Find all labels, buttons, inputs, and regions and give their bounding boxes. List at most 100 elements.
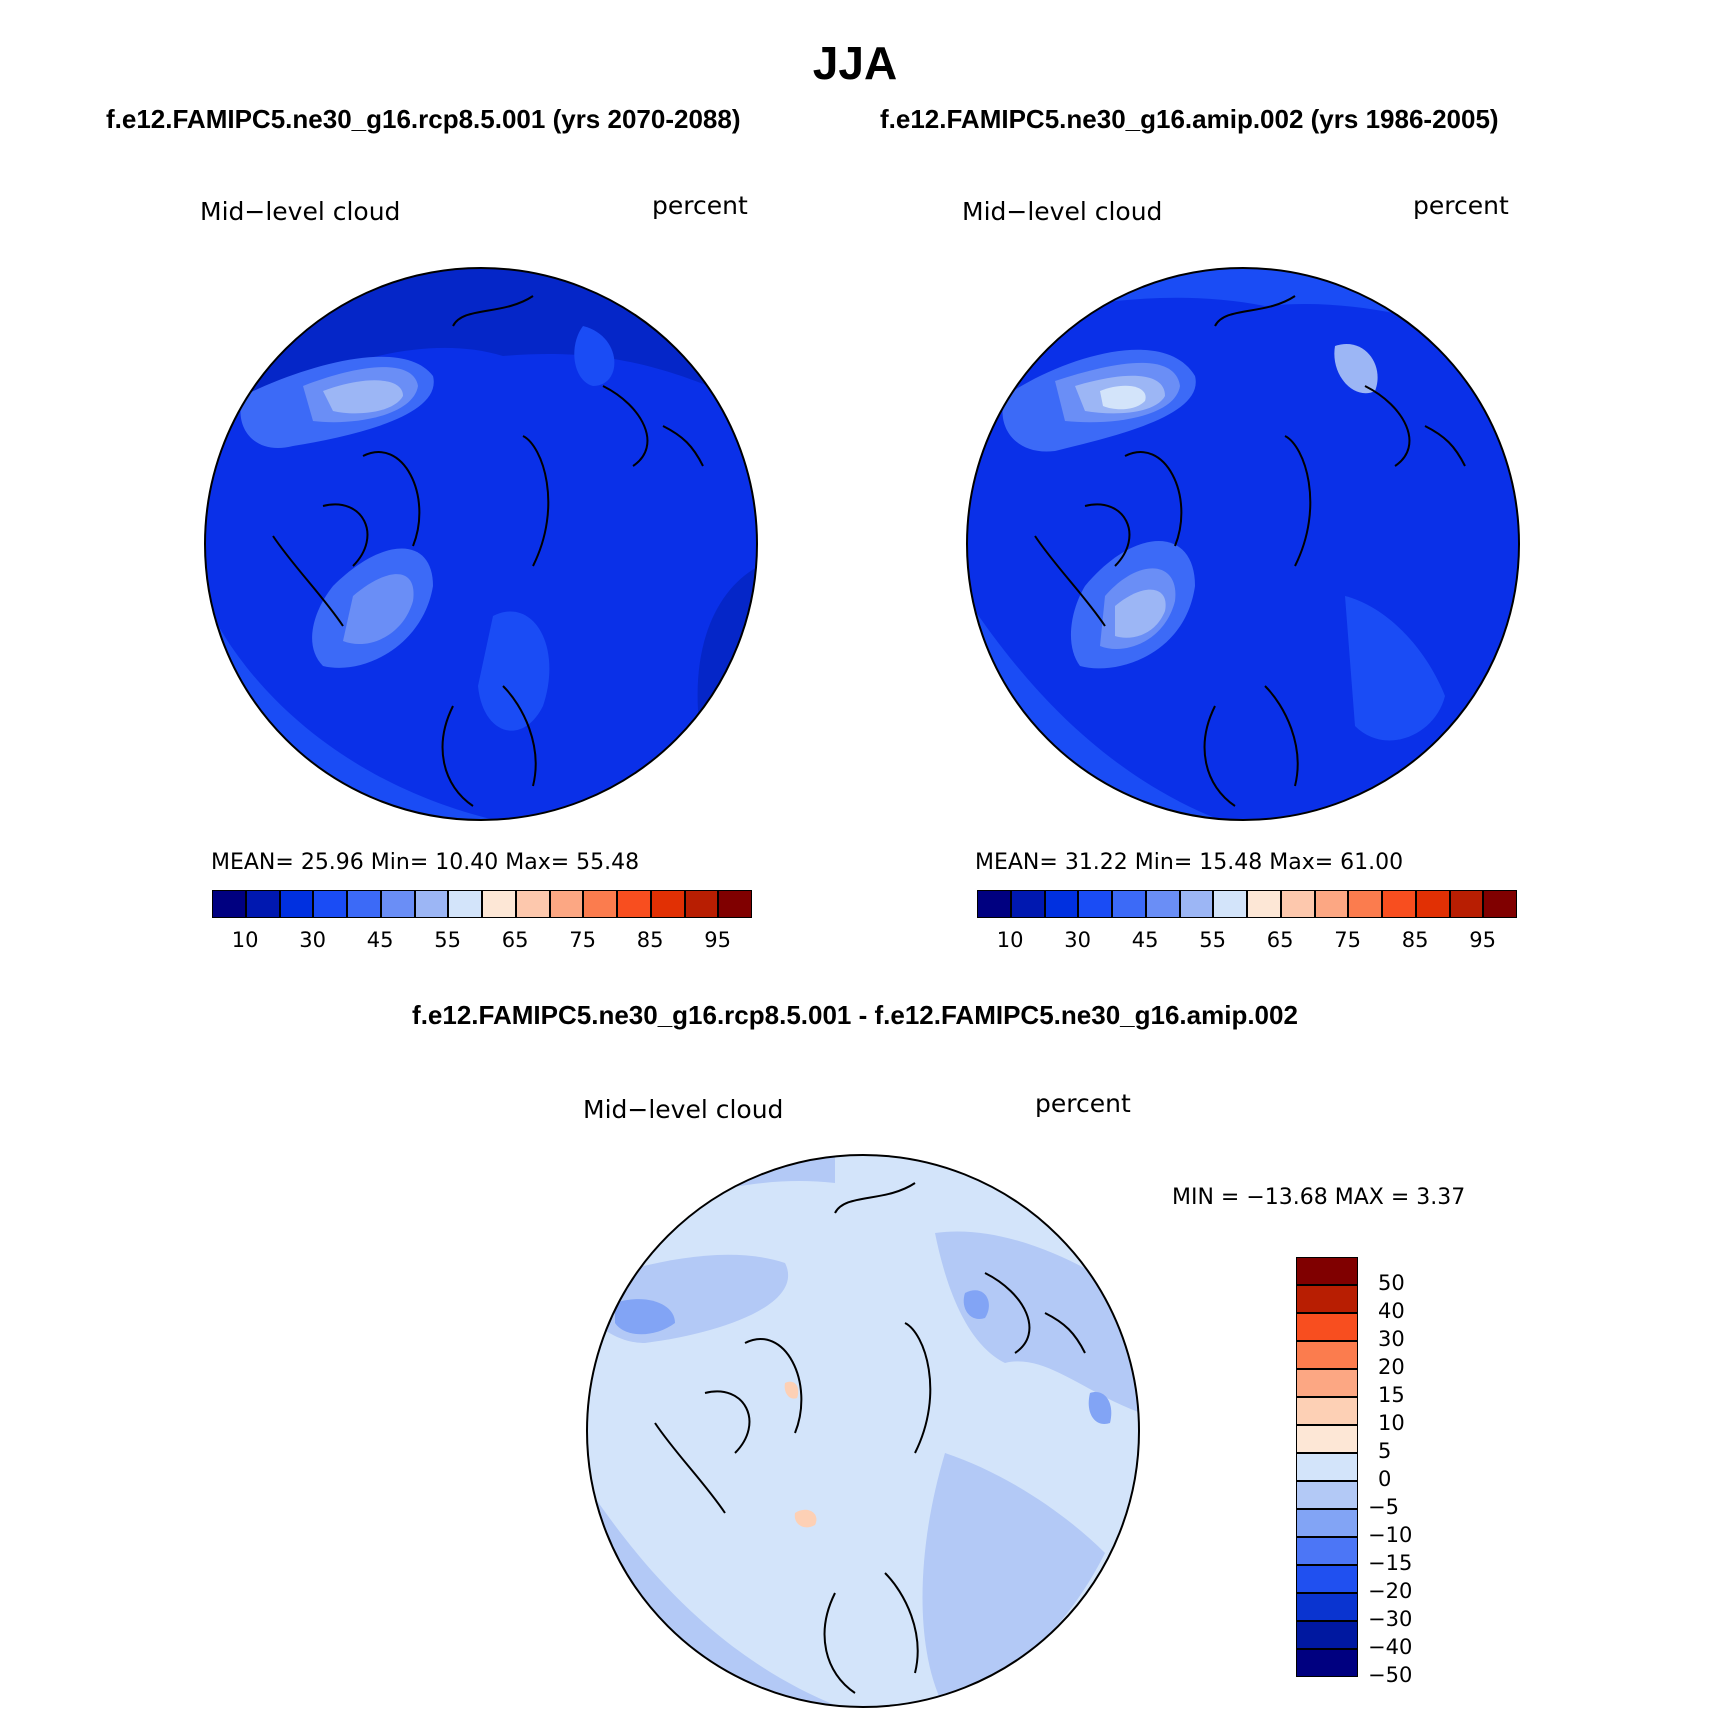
colorbar-swatch — [347, 890, 381, 918]
difference-colorbar — [1296, 1257, 1358, 1677]
colorbar-swatch — [1296, 1397, 1358, 1425]
colorbar-tick-label: −10 — [1368, 1523, 1413, 1547]
diff-decrease-region — [935, 1231, 1139, 1413]
colorbar-tick-label: −15 — [1368, 1551, 1413, 1575]
colorbar-tick-label: 75 — [1334, 928, 1361, 952]
colorbar-tick-label: 95 — [1469, 928, 1496, 952]
panel2-map-border — [966, 267, 1520, 821]
colorbar-swatch — [1296, 1649, 1358, 1677]
colorbar-swatch — [977, 890, 1011, 918]
colorbar-swatch — [1296, 1481, 1358, 1509]
panel2-cloud-region-alaska-max — [1100, 385, 1146, 410]
panel2-mid-cloud-region — [1345, 596, 1445, 741]
panel1-polar-map — [204, 267, 758, 821]
colorbar-swatch — [1145, 890, 1180, 918]
subtitle-left: f.e12.FAMIPC5.ne30_g16.rcp8.5.001 (yrs 2… — [106, 104, 741, 134]
diff-units: percent — [1035, 1089, 1131, 1118]
colorbar-tick-label: 55 — [434, 928, 461, 952]
colorbar-tick-label: −50 — [1368, 1663, 1413, 1687]
panel2-variable: Mid−level cloud — [962, 197, 1163, 226]
diff-stats: MIN = −13.68 MAX = 3.37 — [1172, 1185, 1466, 1210]
colorbar-swatch — [1044, 890, 1079, 918]
colorbar-tick-label: 5 — [1378, 1439, 1392, 1463]
colorbar-swatch — [515, 890, 550, 918]
colorbar-tick-label: 95 — [704, 928, 731, 952]
colorbar-tick-label: −40 — [1368, 1635, 1413, 1659]
colorbar-tick-label: −30 — [1368, 1607, 1413, 1631]
colorbar-swatch — [1415, 890, 1450, 918]
panel1-variable: Mid−level cloud — [200, 197, 401, 226]
colorbar-tick-label: 85 — [1401, 928, 1429, 952]
panel1-cloud-region-scandinavia — [478, 611, 550, 731]
diff-variable: Mid−level cloud — [583, 1095, 784, 1124]
diff-decrease-region — [922, 1453, 1105, 1707]
colorbar-swatch — [1296, 1593, 1358, 1621]
colorbar-swatch — [1449, 890, 1484, 918]
colorbar-tick-label: 15 — [1378, 1383, 1405, 1407]
colorbar-swatch — [1112, 890, 1146, 918]
diff-increase-region — [794, 1509, 817, 1528]
diff-strong-decrease-region — [1088, 1392, 1112, 1424]
colorbar-swatch — [1296, 1257, 1358, 1285]
colorbar-swatch — [1296, 1509, 1358, 1537]
panel2-coastlines — [1034, 295, 1466, 807]
colorbar-tick-label: 10 — [1378, 1411, 1405, 1435]
colorbar-swatch — [1179, 890, 1214, 918]
panel1-map-border — [204, 267, 758, 821]
colorbar-swatch — [1314, 890, 1349, 918]
colorbar-tick-label: 10 — [231, 928, 259, 952]
colorbar-tick-label: 30 — [1378, 1327, 1405, 1351]
colorbar-swatch — [380, 890, 415, 918]
colorbar-tick-label: 85 — [636, 928, 664, 952]
colorbar-swatch — [650, 890, 685, 918]
colorbar-tick-label: 45 — [1131, 928, 1159, 952]
colorbar-swatch — [245, 890, 280, 918]
difference-polar-map — [586, 1154, 1140, 1708]
colorbar-swatch — [482, 890, 516, 918]
panel1-cloud-region-siberia — [574, 326, 615, 386]
colorbar-tick-label: 20 — [1378, 1355, 1405, 1379]
panel2-cloud-region-siberia — [1334, 344, 1378, 394]
colorbar-swatch — [1348, 890, 1382, 918]
colorbar-swatch — [1296, 1453, 1358, 1481]
colorbar-tick-label: −5 — [1368, 1495, 1399, 1519]
panel2-units: percent — [1413, 191, 1509, 220]
colorbar-swatch — [1296, 1313, 1358, 1341]
colorbar-swatch — [1296, 1341, 1358, 1369]
colorbar-swatch — [212, 890, 246, 918]
panel1-coastlines — [272, 295, 704, 807]
panel2-colorbar-ticks: 10 30 45 55 65 75 85 95 — [977, 928, 1517, 958]
colorbar-tick-label: 30 — [299, 928, 326, 952]
colorbar-swatch — [448, 890, 482, 918]
diff-increase-region — [784, 1381, 799, 1399]
colorbar-tick-label: 0 — [1378, 1467, 1392, 1491]
colorbar-swatch — [1078, 890, 1112, 918]
panel2-cloud-region-canada-max — [1115, 589, 1166, 638]
panel1-cloud-region-canada-core — [343, 574, 414, 645]
colorbar-swatch — [1213, 890, 1247, 918]
colorbar-swatch — [617, 890, 651, 918]
panel2-stats: MEAN= 31.22 Min= 15.48 Max= 61.00 — [975, 850, 1404, 875]
colorbar-tick-label: 45 — [366, 928, 394, 952]
colorbar-swatch — [718, 890, 752, 918]
colorbar-tick-label: 65 — [1266, 928, 1294, 952]
colorbar-tick-label: 50 — [1378, 1271, 1405, 1295]
colorbar-swatch — [583, 890, 617, 918]
colorbar-swatch — [1247, 890, 1281, 918]
subtitle-right: f.e12.FAMIPC5.ne30_g16.amip.002 (yrs 198… — [880, 104, 1499, 134]
colorbar-swatch — [1296, 1425, 1358, 1453]
difference-title: f.e12.FAMIPC5.ne30_g16.rcp8.5.001 - f.e1… — [412, 1000, 1298, 1030]
panel1-units: percent — [652, 191, 748, 220]
colorbar-tick-label: 65 — [501, 928, 529, 952]
colorbar-swatch — [684, 890, 719, 918]
colorbar-tick-label: 30 — [1064, 928, 1091, 952]
colorbar-swatch — [1280, 890, 1315, 918]
colorbar-swatch — [1483, 890, 1517, 918]
panel1-colorbar — [212, 890, 752, 918]
colorbar-tick-label: 55 — [1199, 928, 1226, 952]
diff-coastlines — [654, 1182, 1086, 1694]
panel2-colorbar — [977, 890, 1517, 918]
colorbar-swatch — [1010, 890, 1045, 918]
colorbar-swatch — [1296, 1369, 1358, 1397]
colorbar-swatch — [1296, 1565, 1358, 1593]
